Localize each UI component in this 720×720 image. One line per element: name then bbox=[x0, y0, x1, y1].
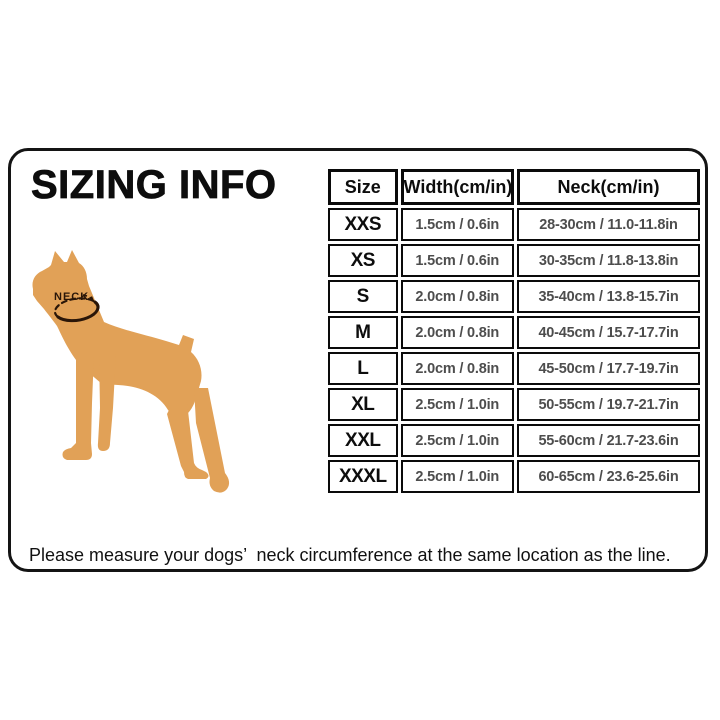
size-cell: XXS bbox=[328, 208, 398, 241]
column-header-size: Size bbox=[328, 169, 398, 205]
table-row: M 2.0cm / 0.8in 40-45cm / 15.7-17.7in bbox=[328, 316, 700, 349]
size-cell: M bbox=[328, 316, 398, 349]
neck-arrowhead-icon bbox=[89, 296, 95, 303]
table-header-row: Size Width(cm/in) Neck(cm/in) bbox=[328, 169, 700, 205]
page-title: SIZING INFO bbox=[31, 163, 277, 208]
sizing-table: Size Width(cm/in) Neck(cm/in) XXS 1.5cm … bbox=[325, 166, 703, 496]
table-row: XL 2.5cm / 1.0in 50-55cm / 19.7-21.7in bbox=[328, 388, 700, 421]
size-cell: S bbox=[328, 280, 398, 313]
width-cell: 1.5cm / 0.6in bbox=[400, 208, 514, 241]
neck-cell: 45-50cm / 17.7-19.7in bbox=[516, 352, 700, 385]
dog-silhouette-image: NECK bbox=[32, 250, 230, 493]
neck-cell: 30-35cm / 11.8-13.8in bbox=[516, 244, 700, 277]
neck-measurement-line bbox=[53, 294, 100, 323]
dog-measurement-diagram: NECK bbox=[18, 238, 268, 528]
width-cell: 2.5cm / 1.0in bbox=[400, 424, 514, 457]
column-header-width: Width(cm/in) bbox=[400, 169, 514, 205]
neck-cell: 28-30cm / 11.0-11.8in bbox=[516, 208, 700, 241]
table-row: XXS 1.5cm / 0.6in 28-30cm / 11.0-11.8in bbox=[328, 208, 700, 241]
table-row: XS 1.5cm / 0.6in 30-35cm / 11.8-13.8in bbox=[328, 244, 700, 277]
table-row: S 2.0cm / 0.8in 35-40cm / 13.8-15.7in bbox=[328, 280, 700, 313]
neck-cell: 60-65cm / 23.6-25.6in bbox=[516, 460, 700, 493]
table-row: XXXL 2.5cm / 1.0in 60-65cm / 23.6-25.6in bbox=[328, 460, 700, 493]
size-cell: XS bbox=[328, 244, 398, 277]
width-cell: 2.5cm / 1.0in bbox=[400, 388, 514, 421]
dog-body-shape bbox=[32, 250, 230, 493]
size-cell: XXXL bbox=[328, 460, 398, 493]
sizing-info-card: SIZING INFO bbox=[8, 148, 708, 572]
size-cell: L bbox=[328, 352, 398, 385]
table-row: XXL 2.5cm / 1.0in 55-60cm / 21.7-23.6in bbox=[328, 424, 700, 457]
width-cell: 2.5cm / 1.0in bbox=[400, 460, 514, 493]
table-row: L 2.0cm / 0.8in 45-50cm / 17.7-19.7in bbox=[328, 352, 700, 385]
width-cell: 2.0cm / 0.8in bbox=[400, 352, 514, 385]
width-cell: 2.0cm / 0.8in bbox=[400, 280, 514, 313]
size-cell: XL bbox=[328, 388, 398, 421]
column-header-neck: Neck(cm/in) bbox=[516, 169, 700, 205]
neck-label: NECK bbox=[54, 291, 89, 303]
neck-cell: 50-55cm / 19.7-21.7in bbox=[516, 388, 700, 421]
neck-cell: 35-40cm / 13.8-15.7in bbox=[516, 280, 700, 313]
neck-cell: 40-45cm / 15.7-17.7in bbox=[516, 316, 700, 349]
width-cell: 1.5cm / 0.6in bbox=[400, 244, 514, 277]
width-cell: 2.0cm / 0.8in bbox=[400, 316, 514, 349]
measurement-instruction-note: Please measure your dogs’ neck circumfer… bbox=[29, 545, 671, 565]
neck-cell: 55-60cm / 21.7-23.6in bbox=[516, 424, 700, 457]
size-cell: XXL bbox=[328, 424, 398, 457]
